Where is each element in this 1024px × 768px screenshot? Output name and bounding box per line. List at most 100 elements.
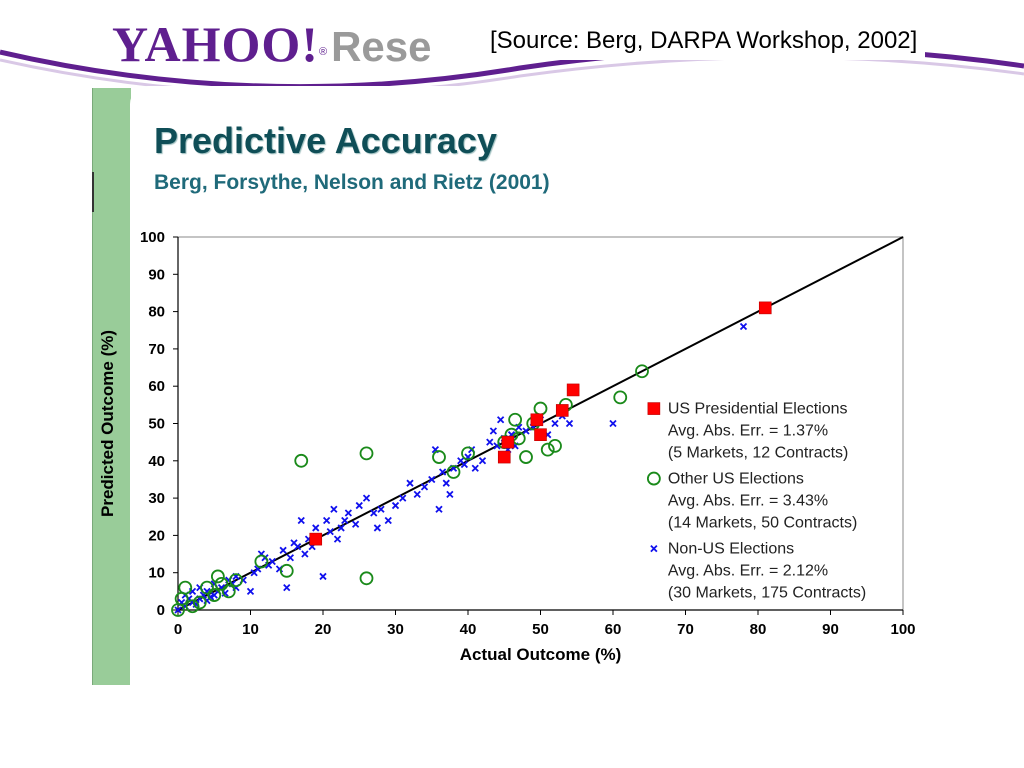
data-point-x — [344, 509, 353, 517]
x-tick-label: 0 — [174, 621, 182, 638]
data-point-square — [497, 450, 511, 464]
x-tick-label: 100 — [890, 621, 915, 638]
data-point-circle — [446, 465, 461, 479]
data-point-x — [246, 587, 255, 595]
data-point-circle — [279, 563, 294, 578]
source-note: [Source: Berg, DARPA Workshop, 2002] — [482, 22, 926, 60]
x-tick-label: 30 — [387, 621, 404, 638]
data-point-x — [286, 554, 295, 562]
x-tick-label: 60 — [605, 621, 622, 638]
slide-subtitle: Berg, Forsythe, Nelson and Rietz (2001) — [154, 171, 550, 194]
y-tick-label: 0 — [157, 602, 165, 619]
data-point-x — [438, 468, 447, 476]
data-point-circle — [359, 571, 374, 586]
data-point-x — [446, 490, 454, 499]
data-point-circle — [548, 438, 562, 453]
yahoo-research-logo: YAHOO!®Rese — [112, 14, 431, 74]
data-point-circle — [461, 446, 475, 461]
data-point-x — [373, 524, 382, 532]
data-point-x — [301, 550, 309, 558]
y-tick-label: 70 — [148, 341, 165, 358]
x-tick-label: 50 — [532, 621, 549, 638]
data-point-circle — [294, 453, 309, 468]
data-point-x — [330, 505, 338, 513]
data-point-x — [551, 419, 559, 428]
x-tick-label: 40 — [460, 621, 477, 638]
data-point-x — [486, 438, 494, 446]
data-point-square — [758, 301, 772, 315]
data-point-circle — [221, 584, 236, 599]
data-point-x — [312, 524, 320, 532]
data-point-x — [428, 475, 436, 484]
data-point-circle — [229, 573, 243, 588]
data-point-x — [478, 457, 487, 465]
data-point-circle — [540, 442, 555, 457]
data-point-x — [406, 479, 414, 487]
data-point-x — [370, 509, 378, 517]
data-point-square — [501, 435, 515, 449]
registered-mark-icon: ® — [318, 46, 328, 58]
logo-sub: Rese — [331, 23, 432, 70]
data-point-square — [530, 413, 544, 427]
data-point-x — [460, 460, 469, 469]
left-accent-band — [92, 88, 131, 685]
data-point-square — [566, 383, 580, 397]
legend-series-stat: Avg. Abs. Err. = 3.43% — [668, 493, 828, 510]
legend-series-stat: (30 Markets, 175 Contracts) — [668, 585, 866, 602]
data-point-x — [362, 494, 371, 502]
data-point-circle — [192, 595, 207, 610]
y-tick-label: 30 — [148, 490, 165, 507]
x-tick-label: 90 — [822, 621, 839, 638]
x-tick-label: 10 — [242, 621, 259, 638]
y-tick-label: 10 — [148, 565, 165, 582]
legend-series-stat: Avg. Abs. Err. = 2.12% — [668, 563, 828, 580]
data-point-x — [341, 516, 349, 525]
data-point-circle — [210, 569, 225, 584]
y-tick-label: 100 — [140, 229, 165, 246]
data-point-x — [442, 479, 450, 487]
data-point-circle — [200, 580, 214, 595]
data-point-x — [435, 505, 443, 513]
data-point-x — [319, 572, 327, 581]
data-point-x — [489, 427, 498, 435]
data-point-circle — [613, 390, 628, 405]
data-point-x — [326, 528, 334, 536]
x-tick-label: 70 — [677, 621, 694, 638]
data-point-x — [399, 494, 407, 502]
data-point-x — [268, 557, 276, 566]
data-point-circle — [254, 554, 269, 569]
y-tick-label: 50 — [148, 416, 165, 433]
data-point-x — [333, 535, 342, 543]
y-tick-label: 90 — [148, 266, 165, 283]
x-tick-label: 20 — [315, 621, 332, 638]
legend-series-stat: (14 Markets, 50 Contracts) — [668, 515, 857, 532]
data-point-x — [739, 322, 748, 331]
data-point-circle — [214, 576, 229, 591]
scatter-chart: 0 10 20 30 40 50 60 70 80 90 100 0 10 20 30 40 50 60 70 80 9… — [98, 229, 916, 664]
data-point-x — [522, 427, 530, 435]
logo-main: YAHOO! — [112, 16, 319, 72]
data-point-x — [355, 501, 363, 510]
x-tick-label: 80 — [750, 621, 767, 638]
data-point-x — [609, 419, 617, 428]
legend-marker-square — [647, 402, 661, 415]
data-point-x — [391, 501, 400, 510]
data-point-x — [377, 505, 385, 513]
data-point-x — [384, 516, 392, 525]
data-point-x — [337, 524, 345, 532]
legend-series-name: Non-US Elections — [668, 541, 794, 558]
slide-title: Predictive Accuracy — [154, 120, 497, 161]
legend-series-name: US Presidential Elections — [668, 401, 848, 418]
data-point-x — [322, 516, 331, 525]
data-point-x — [496, 416, 505, 424]
y-tick-label: 20 — [148, 527, 165, 544]
slide-header: YAHOO!®Rese [Source: Berg, DARPA Worksho… — [0, 0, 1024, 90]
y-tick-label: 60 — [148, 378, 165, 395]
data-point-x — [293, 542, 302, 551]
legend-marker-circle — [646, 471, 661, 486]
y-tick-label: 80 — [148, 304, 165, 321]
data-point-x — [279, 546, 287, 554]
legend-series-stat: Avg. Abs. Err. = 1.37% — [668, 423, 828, 440]
data-point-circle — [432, 450, 446, 464]
data-point-circle — [178, 580, 193, 595]
